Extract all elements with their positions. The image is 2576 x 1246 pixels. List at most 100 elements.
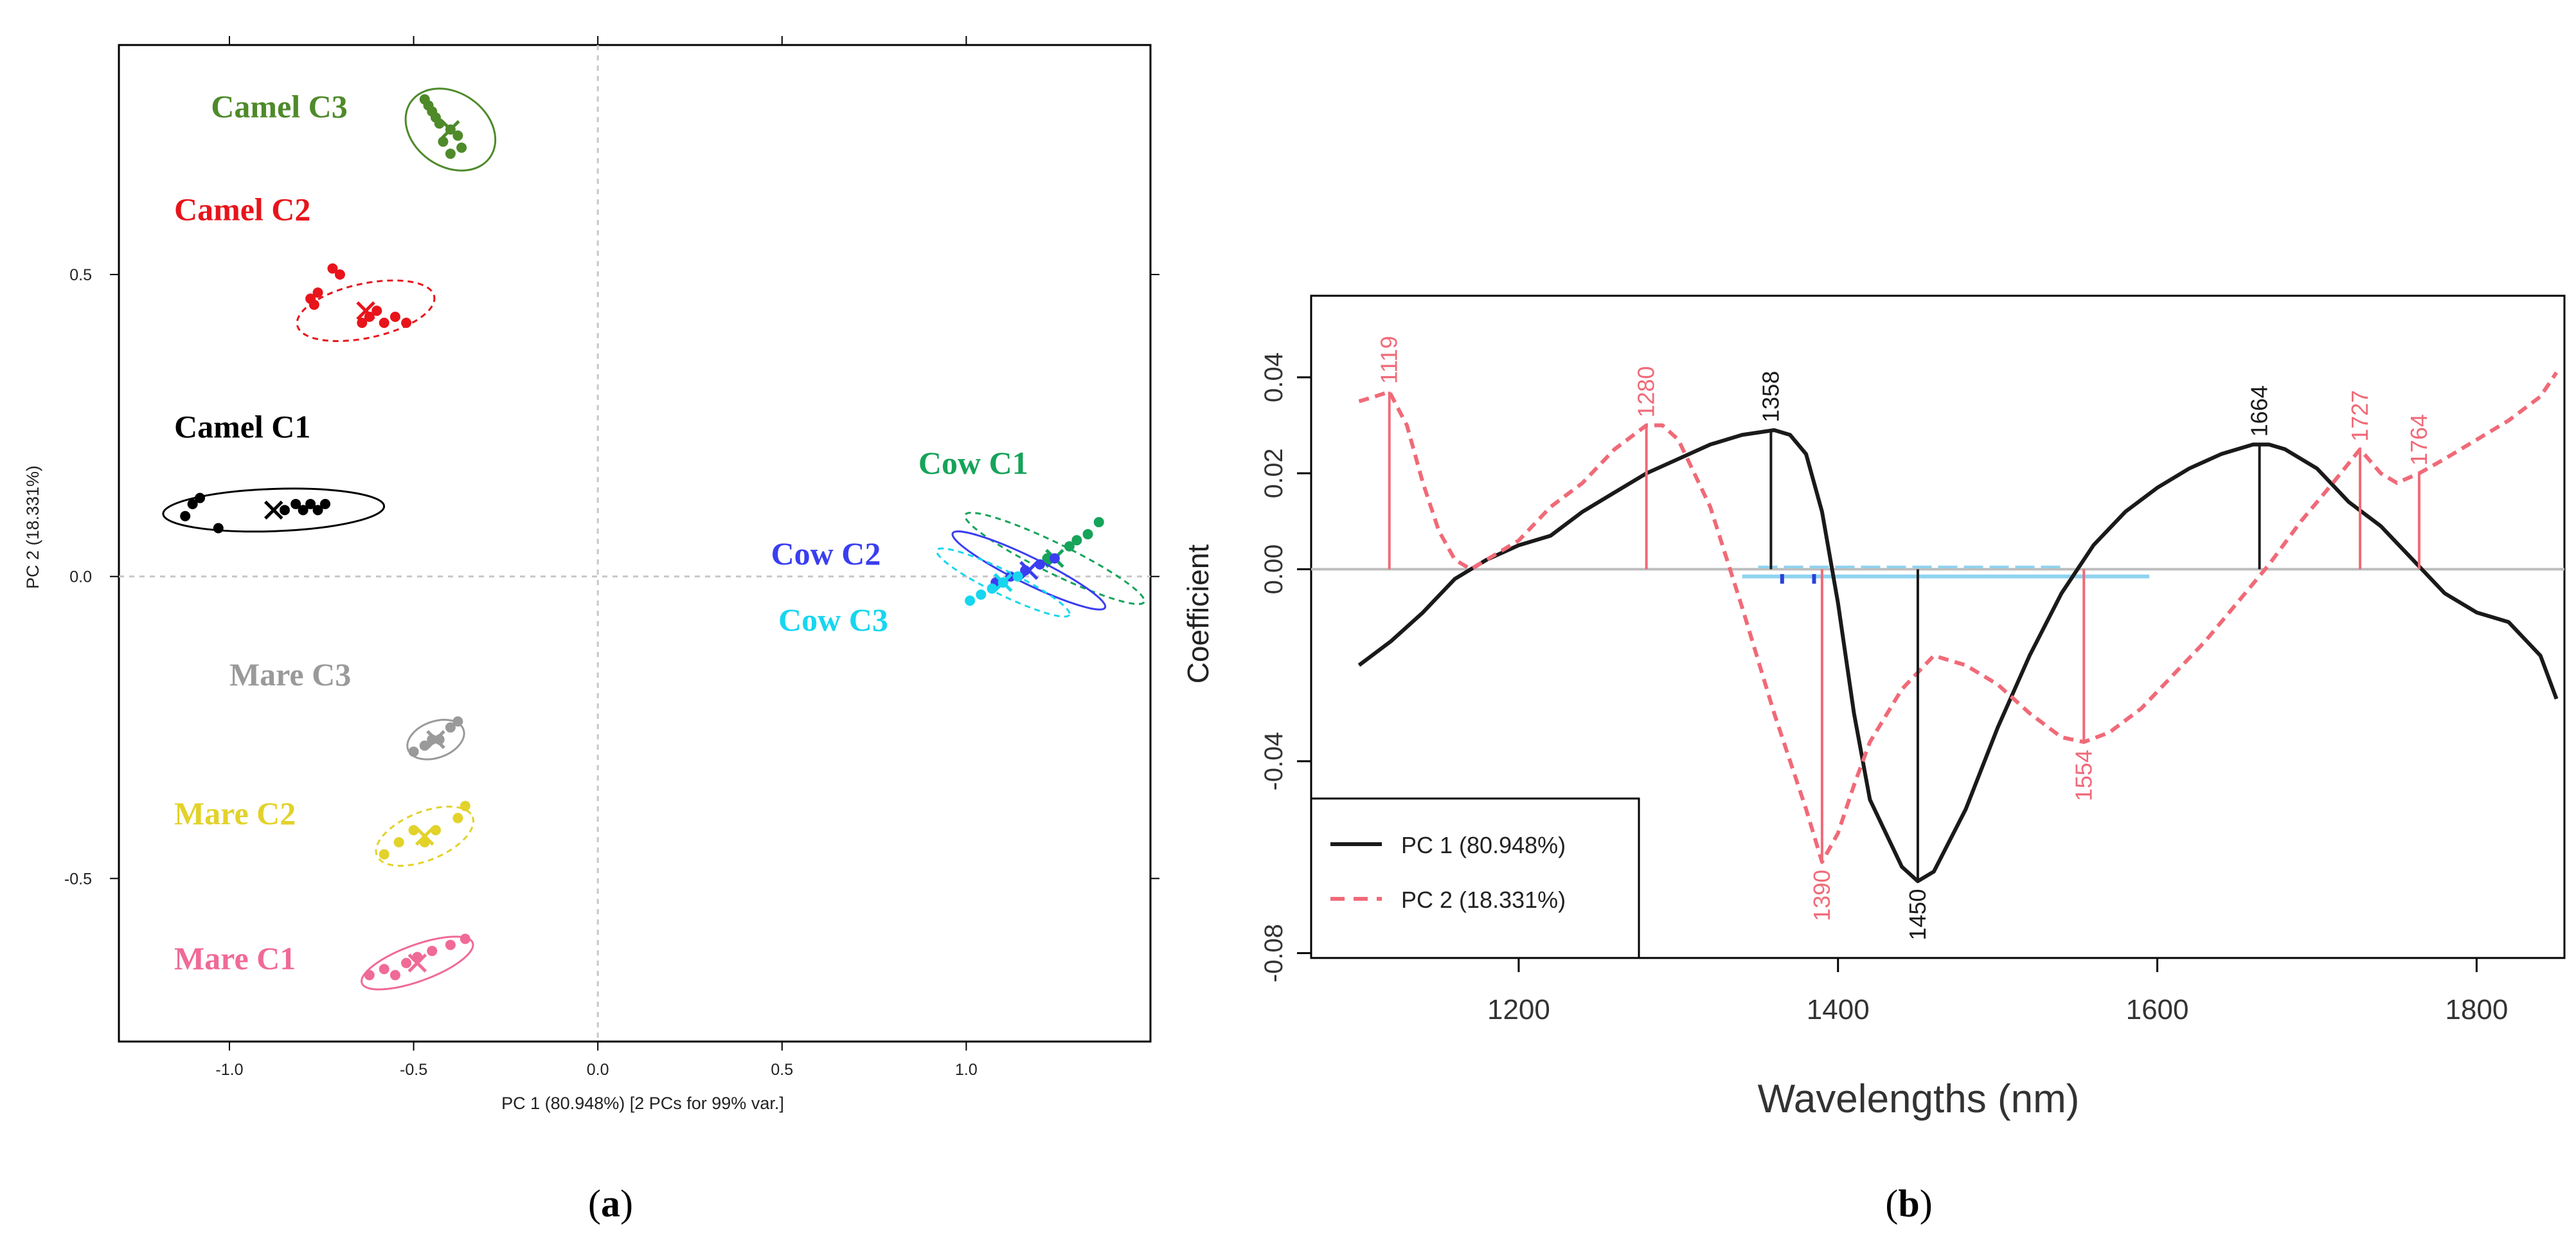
group-label: Camel C1	[174, 409, 310, 445]
centroid-marker	[264, 500, 283, 520]
data-point	[401, 318, 412, 329]
data-point	[187, 498, 198, 509]
group-label: Mare C3	[229, 656, 351, 692]
data-point	[434, 118, 445, 129]
panel-b-y-tick-label: -0.04	[1260, 732, 1288, 790]
group-mare-c1: Mare C1	[174, 934, 474, 991]
data-point	[309, 299, 319, 310]
data-point	[427, 946, 438, 957]
panel-a-x-axis-label: PC 1 (80.948%) [2 PCs for 99% var.]	[501, 1094, 784, 1113]
panel-b-x-tick-label: 1200	[1487, 994, 1550, 1025]
centroid-marker	[993, 573, 1013, 592]
data-point	[312, 505, 323, 516]
panel-b-y-tick-label: -0.08	[1260, 924, 1288, 982]
data-point	[213, 523, 224, 534]
legend-pc2-label: PC 2 (18.331%)	[1401, 887, 1566, 913]
panel-a-x-tick-label: 0.0	[587, 1061, 609, 1079]
confidence-ellipse	[361, 935, 474, 991]
legend-box	[1310, 797, 1640, 959]
peak-label: 1727	[2347, 390, 2373, 442]
data-point	[408, 746, 419, 757]
data-point	[334, 269, 345, 280]
centroid-marker	[356, 301, 375, 321]
svg-text:(b): (b)	[1885, 1182, 1932, 1225]
data-point	[1012, 571, 1023, 582]
data-point	[965, 595, 976, 606]
legend-pc1-label: PC 1 (80.948%)	[1401, 832, 1566, 858]
group-camel-c2: Camel C2	[174, 191, 436, 342]
confidence-ellipse	[162, 487, 386, 533]
panel-a-frame	[118, 44, 1152, 1043]
data-point	[1082, 528, 1093, 539]
panel-a-caption-letter: a	[601, 1182, 620, 1225]
data-point	[401, 957, 412, 968]
group-label: Cow C2	[771, 536, 881, 572]
data-point	[298, 505, 309, 516]
group-camel-c1: Camel C1	[162, 409, 386, 534]
peak-label: 1764	[2406, 414, 2432, 465]
peak-label: 1390	[1809, 870, 1835, 921]
panel-b-x-tick-label: 1800	[2445, 994, 2508, 1025]
panel-b-y-tick-label: 0.04	[1260, 352, 1288, 402]
data-point	[460, 934, 470, 944]
confidence-ellipse	[296, 279, 436, 342]
series-pc1-line	[1357, 428, 2559, 883]
data-point	[195, 492, 206, 503]
data-point	[291, 498, 301, 509]
peak-label: 1119	[1376, 336, 1402, 384]
panel-b-frame	[1310, 294, 2566, 959]
panel-b-caption: (b)	[1885, 1182, 1932, 1225]
panel-a-y-tick-label: 0.0	[69, 568, 92, 586]
panel-a-y-tick-label: 0.5	[69, 266, 92, 284]
group-label: Cow C1	[918, 445, 1028, 481]
data-point	[364, 311, 375, 322]
panel-a-y-axis-label: PC 2 (18.331%)	[23, 465, 42, 589]
peak-label: 1554	[2070, 750, 2097, 801]
confidence-ellipse	[404, 87, 497, 172]
group-label: Camel C2	[174, 191, 310, 227]
panel-a-x-tick-label: -1.0	[215, 1061, 243, 1079]
data-point	[379, 318, 389, 329]
peak-label: 1664	[2246, 385, 2273, 437]
data-point	[445, 722, 456, 733]
group-mare-c2: Mare C2	[174, 795, 474, 867]
peak-label: 1450	[1904, 889, 1931, 941]
group-label: Mare C1	[174, 940, 296, 976]
data-point	[364, 970, 375, 980]
data-point	[987, 583, 997, 594]
data-point	[438, 136, 449, 147]
centroid-marker	[441, 120, 460, 140]
data-point	[389, 970, 400, 980]
panel-b-y-tick-label: 0.00	[1260, 545, 1288, 595]
panel-a-caption: (a)	[588, 1182, 633, 1225]
data-point	[393, 837, 404, 847]
data-point	[379, 964, 389, 975]
peak-label: 1280	[1633, 366, 1659, 417]
centroid-marker	[415, 826, 434, 846]
panel-a-x-tick-label: -0.5	[400, 1061, 427, 1079]
data-point	[1049, 553, 1060, 564]
data-point	[452, 716, 463, 727]
panel-b-x-axis-label: Wavelengths (nm)	[1758, 1077, 2080, 1121]
confidence-ellipse	[963, 511, 1145, 606]
peak-label: 1358	[1757, 371, 1784, 422]
panel-a-x-tick-label: 1.0	[955, 1061, 978, 1079]
panel-b-y-axis-label: Coefficient	[1181, 545, 1215, 684]
centroid-marker	[407, 953, 427, 973]
data-point	[445, 149, 456, 159]
data-point	[1093, 517, 1104, 528]
panel-b-y-tick-label: 0.02	[1260, 448, 1288, 498]
confidence-ellipse	[406, 719, 465, 761]
group-label: Camel C3	[211, 89, 347, 125]
data-point	[452, 813, 463, 824]
data-point	[357, 318, 368, 329]
series-pc2-line	[1358, 371, 2559, 864]
group-label: Mare C2	[174, 795, 296, 831]
data-point	[305, 498, 316, 509]
centroid-marker	[426, 730, 445, 750]
data-point	[976, 589, 987, 600]
panel-b-x-tick-label: 1400	[1807, 994, 1870, 1025]
data-point	[1071, 535, 1082, 546]
panel-a-scatter: -1.0 -0.5 0.0 0.5 1.0 -0.5 0.0 0.5 Camel C3 Came…	[23, 36, 1159, 1113]
panel-b-caption-letter: b	[1898, 1182, 1919, 1225]
